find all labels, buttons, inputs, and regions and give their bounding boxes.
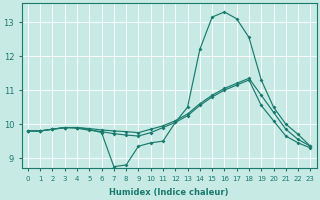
X-axis label: Humidex (Indice chaleur): Humidex (Indice chaleur)	[109, 188, 229, 197]
